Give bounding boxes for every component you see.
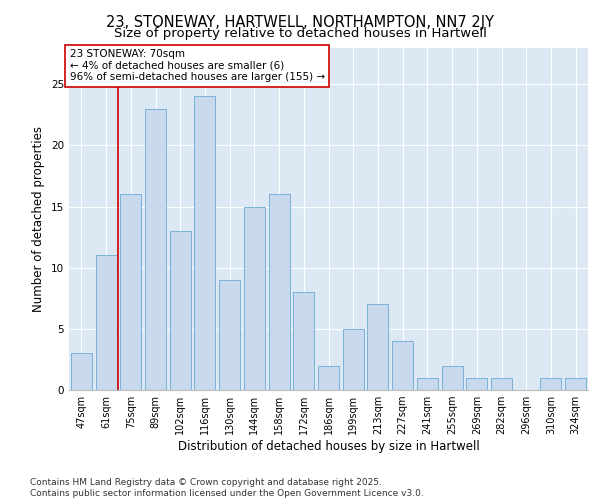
Text: 23, STONEWAY, HARTWELL, NORTHAMPTON, NN7 2JY: 23, STONEWAY, HARTWELL, NORTHAMPTON, NN7… [106, 15, 494, 30]
Text: Size of property relative to detached houses in Hartwell: Size of property relative to detached ho… [113, 28, 487, 40]
Bar [491, 378, 512, 390]
Bar [541, 378, 562, 390]
Bar [565, 378, 586, 390]
Bar [194, 96, 215, 390]
Bar [219, 280, 240, 390]
Text: Contains HM Land Registry data © Crown copyright and database right 2025.
Contai: Contains HM Land Registry data © Crown c… [30, 478, 424, 498]
Y-axis label: Number of detached properties: Number of detached properties [32, 126, 46, 312]
Bar [95, 256, 116, 390]
Text: 23 STONEWAY: 70sqm
← 4% of detached houses are smaller (6)
96% of semi-detached : 23 STONEWAY: 70sqm ← 4% of detached hous… [70, 49, 325, 82]
Bar [145, 108, 166, 390]
Bar [269, 194, 290, 390]
Bar [466, 378, 487, 390]
Bar [293, 292, 314, 390]
Bar [170, 231, 191, 390]
Bar [442, 366, 463, 390]
Bar [71, 354, 92, 390]
Bar [318, 366, 339, 390]
Bar [244, 206, 265, 390]
Bar [392, 341, 413, 390]
Bar [343, 329, 364, 390]
Bar [367, 304, 388, 390]
Bar [120, 194, 141, 390]
Bar [417, 378, 438, 390]
X-axis label: Distribution of detached houses by size in Hartwell: Distribution of detached houses by size … [178, 440, 479, 453]
